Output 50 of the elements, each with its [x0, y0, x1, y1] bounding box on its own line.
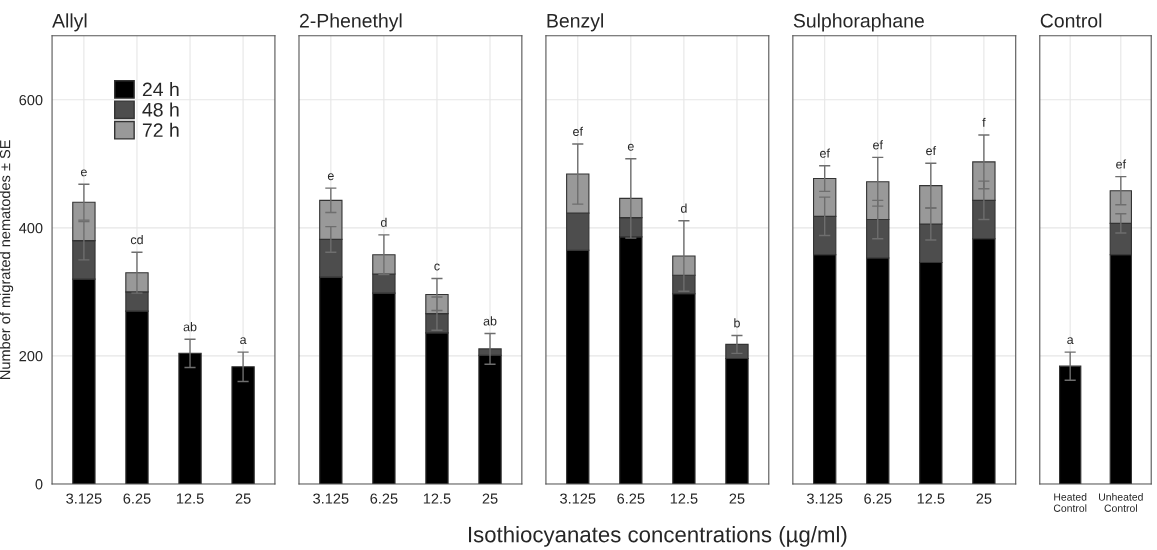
- chart-title: Benzyl: [547, 13, 603, 32]
- x-tick-label: 3.125: [807, 493, 843, 504]
- annotation: ef: [1116, 159, 1127, 169]
- chart-title: Sulphoraphane: [793, 13, 924, 32]
- x-tick-label: Unheated Control: [1099, 493, 1143, 512]
- x-tick-label: 25: [235, 493, 251, 504]
- annotation: d: [680, 203, 687, 213]
- y-tick-label: 200: [19, 351, 43, 362]
- annotation: e: [80, 169, 87, 177]
- x-tick-label: 25: [729, 493, 745, 504]
- x-tick-label: 3.125: [66, 493, 102, 504]
- chart-title: 2-Phenethyl: [299, 13, 402, 32]
- x-tick-label: 12.5: [176, 493, 204, 504]
- legend-label: 48 h: [142, 102, 179, 117]
- annotation: ab: [483, 316, 497, 326]
- annotation: ef: [926, 145, 937, 156]
- x-tick-label: 12.5: [423, 493, 451, 504]
- annotation: a: [1067, 337, 1074, 345]
- x-tick-label: 25: [976, 493, 992, 504]
- chart-title: Allyl: [52, 13, 87, 32]
- annotation: d: [380, 217, 387, 227]
- legend-label: 72 h: [142, 122, 179, 137]
- annotation: ef: [873, 140, 883, 150]
- x-tick-label: 12.5: [670, 493, 698, 504]
- x-tick-label: Heated Control: [1053, 493, 1087, 512]
- annotation: ab: [183, 322, 197, 332]
- chart-title: Control: [1040, 13, 1102, 28]
- annotation: a: [240, 337, 247, 345]
- x-tick-label: 6.25: [370, 493, 398, 504]
- y-tick-label: 0: [35, 479, 43, 490]
- legend-label: 24 h: [142, 82, 179, 97]
- annotation: ef: [820, 148, 830, 158]
- annotation: e: [327, 173, 334, 181]
- x-tick-label: 6.25: [123, 493, 151, 504]
- x-tick-label: 3.125: [313, 493, 349, 504]
- x-axis-title: Isothiocyanates concentrations (µg/ml): [468, 526, 847, 547]
- x-tick-label: 6.25: [617, 493, 645, 504]
- y-tick-label: 400: [19, 222, 43, 234]
- x-tick-label: 3.125: [560, 493, 596, 504]
- annotation: ef: [573, 126, 583, 136]
- y-tick-label: 600: [19, 94, 43, 106]
- annotation: cd: [130, 234, 143, 245]
- annotation: c: [434, 263, 440, 271]
- annotation: b: [734, 318, 740, 328]
- x-tick-label: 6.25: [864, 493, 892, 504]
- x-tick-label: 12.5: [917, 493, 945, 504]
- annotation: f: [982, 117, 986, 127]
- y-axis-title: Number of migrated nematodes ± SE: [0, 140, 14, 379]
- x-tick-label: 25: [482, 493, 498, 504]
- annotation: e: [627, 143, 634, 151]
